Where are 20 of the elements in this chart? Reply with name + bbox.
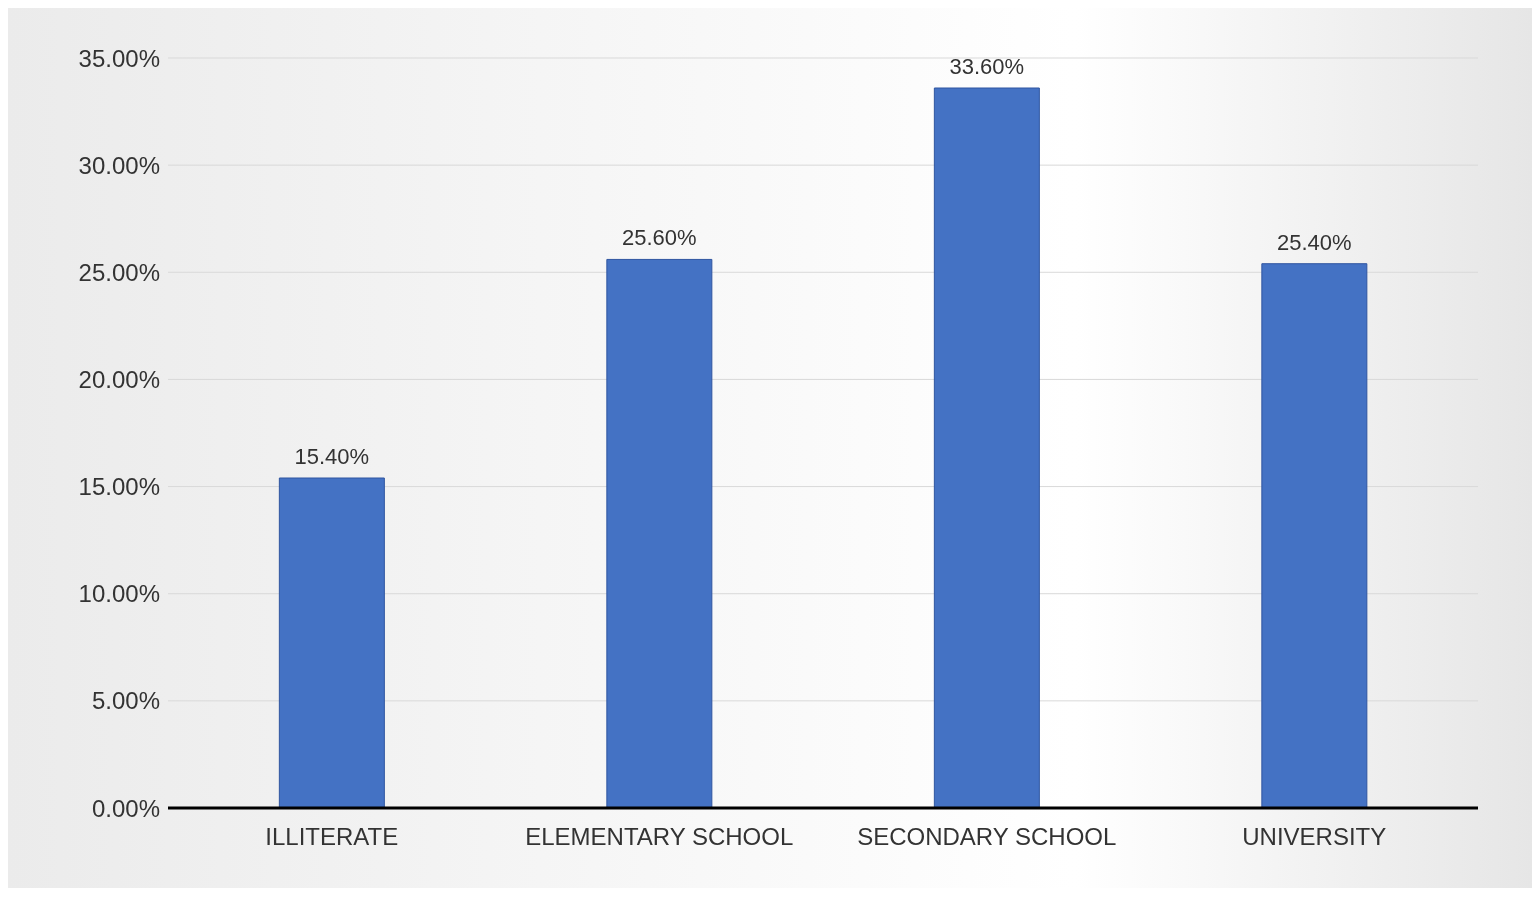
x-tick-label: ELEMENTARY SCHOOL xyxy=(525,823,794,851)
y-tick-label: 0.00% xyxy=(91,794,160,822)
x-tick-label: SECONDARY SCHOOL xyxy=(857,823,1117,851)
x-tick-label: UNIVERSITY xyxy=(1242,823,1387,851)
data-label: 25.60% xyxy=(622,225,697,251)
x-tick-label: ILLITERATE xyxy=(265,823,399,851)
y-tick-label: 15.00% xyxy=(78,473,160,501)
y-tick-label: 30.00% xyxy=(78,151,160,179)
bar xyxy=(1261,263,1368,808)
y-tick-label: 10.00% xyxy=(78,580,160,608)
y-tick-label: 35.00% xyxy=(78,44,160,72)
y-tick-label: 25.00% xyxy=(78,258,160,286)
y-tick-label: 5.00% xyxy=(91,687,160,715)
data-label: 15.40% xyxy=(294,444,370,469)
bar xyxy=(606,258,713,808)
y-tick-label: 20.00% xyxy=(78,365,160,393)
data-label: 33.60% xyxy=(949,54,1025,79)
bar xyxy=(933,87,1040,808)
data-label: 25.40% xyxy=(1277,229,1352,255)
bar xyxy=(278,477,385,808)
